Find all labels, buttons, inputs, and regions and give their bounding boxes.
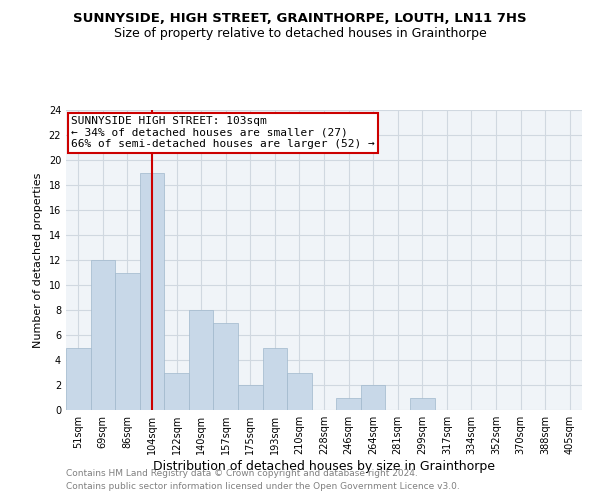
Bar (336, 398, 361, 410)
Bar (189, 310, 214, 410)
Text: Contains HM Land Registry data © Crown copyright and database right 2024.: Contains HM Land Registry data © Crown c… (66, 468, 418, 477)
Y-axis label: Number of detached properties: Number of detached properties (33, 172, 43, 348)
Bar (115, 272, 140, 410)
Bar (164, 372, 189, 410)
Bar (410, 398, 434, 410)
Bar (66, 348, 91, 410)
Text: Size of property relative to detached houses in Grainthorpe: Size of property relative to detached ho… (113, 28, 487, 40)
Bar (238, 385, 263, 410)
Bar (91, 260, 115, 410)
Text: SUNNYSIDE HIGH STREET: 103sqm
← 34% of detached houses are smaller (27)
66% of s: SUNNYSIDE HIGH STREET: 103sqm ← 34% of d… (71, 116, 375, 149)
Text: Contains public sector information licensed under the Open Government Licence v3: Contains public sector information licen… (66, 482, 460, 491)
Bar (263, 348, 287, 410)
Bar (214, 322, 238, 410)
Text: SUNNYSIDE, HIGH STREET, GRAINTHORPE, LOUTH, LN11 7HS: SUNNYSIDE, HIGH STREET, GRAINTHORPE, LOU… (73, 12, 527, 26)
Bar (287, 372, 312, 410)
Bar (361, 385, 385, 410)
Bar (140, 172, 164, 410)
X-axis label: Distribution of detached houses by size in Grainthorpe: Distribution of detached houses by size … (153, 460, 495, 473)
